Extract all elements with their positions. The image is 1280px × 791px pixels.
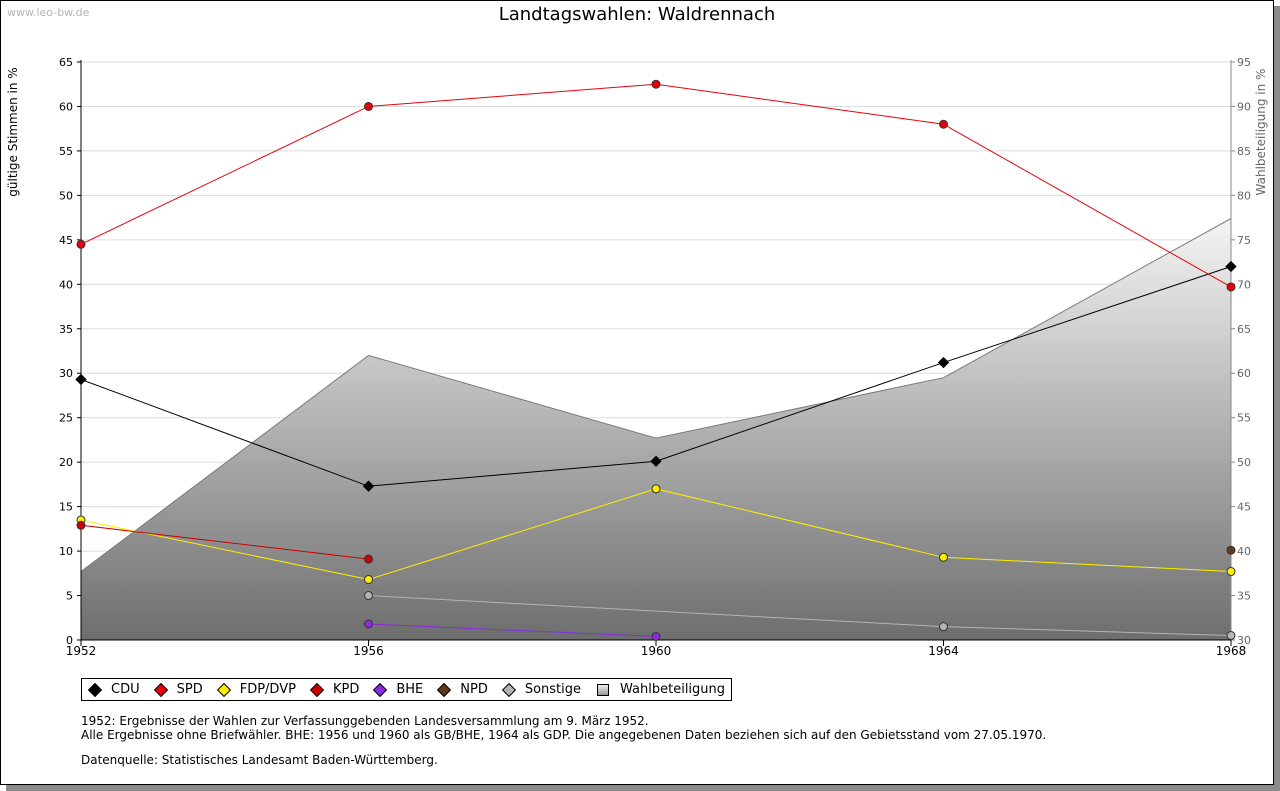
legend-label: BHE — [396, 682, 424, 697]
legend-item: BHE — [373, 682, 424, 697]
marker-spd — [76, 239, 86, 249]
line-kpd — [80, 524, 369, 560]
y-axis-label-right: Wahlbeteiligung in % — [1254, 69, 1268, 196]
marker-spd — [651, 79, 661, 89]
marker-fdpdvp — [1226, 567, 1236, 577]
y-right-tick-label: 85 — [1237, 145, 1251, 158]
y-right-tick-label: 40 — [1237, 545, 1251, 558]
y-right-tick-label: 80 — [1237, 189, 1251, 202]
y-axis-label-left: gültige Stimmen in % — [6, 67, 20, 196]
legend-marker — [309, 682, 325, 697]
y-tick-label: 65 — [59, 56, 73, 69]
line-spd — [80, 83, 1232, 288]
x-tick-label: 1964 — [928, 644, 959, 658]
legend: CDU SPD FDP/DVP KPD BHE NPD Sonstige Wahlbeteil… — [81, 678, 733, 701]
marker-fdpdvp — [651, 484, 661, 494]
y-tick-label: 0 — [66, 634, 73, 647]
legend-label: FDP/DVP — [239, 682, 296, 697]
legend-label: NPD — [460, 682, 488, 697]
y-tick-label: 60 — [59, 100, 73, 113]
marker-cdu — [650, 455, 662, 467]
watermark: www.leo-bw.de — [7, 6, 90, 19]
y-right-tick-label: 35 — [1237, 590, 1251, 603]
legend-swatch — [597, 683, 610, 696]
marker-fdpdvp — [939, 552, 948, 562]
legend-item: Sonstige — [501, 682, 582, 697]
y-right-tick-label: 65 — [1237, 323, 1251, 336]
marker-sonstige — [1226, 631, 1236, 641]
legend-label: Sonstige — [524, 682, 582, 697]
y-tick-label: 50 — [59, 189, 73, 202]
y-right-tick-label: 50 — [1237, 456, 1251, 469]
y-tick-label: 5 — [66, 590, 73, 603]
axes: 0 5 10 15 20 25 30 35 40 45 50 55 60 65 30 35 40 45 50 55 60… — [59, 56, 1251, 658]
legend-item: FDP/DVP — [216, 682, 296, 697]
marker-bhe — [651, 631, 661, 641]
legend-item: NPD — [437, 682, 488, 697]
note-line: Alle Ergebnisse ohne Briefwähler. BHE: 1… — [81, 728, 1047, 742]
legend-label: SPD — [176, 682, 203, 697]
series-markers — [75, 79, 1237, 641]
turnout-area — [80, 217, 1232, 641]
x-tick-label: 1952 — [66, 644, 97, 658]
legend-item: Wahlbeteiligung — [597, 682, 725, 697]
y-tick-label: 35 — [59, 323, 73, 336]
y-right-tick-label: 90 — [1237, 100, 1251, 113]
y-tick-label: 30 — [59, 367, 73, 380]
x-tick-label: 1956 — [353, 644, 384, 658]
y-tick-label: 55 — [59, 145, 73, 158]
y-right-tick-label: 30 — [1237, 634, 1251, 647]
x-tick-label: 1968 — [1216, 644, 1247, 658]
marker-cdu — [362, 480, 375, 492]
line-bhe — [368, 623, 657, 637]
y-right-tick-label: 75 — [1237, 234, 1251, 247]
marker-spd — [1226, 282, 1236, 292]
chart-svg: 0 5 10 15 20 25 30 35 40 45 50 55 60 65 30 35 40 45 50 55 60… — [6, 56, 1268, 658]
legend-item: CDU — [87, 682, 140, 697]
y-right-tick-label: 70 — [1237, 278, 1251, 291]
y-tick-label: 45 — [59, 234, 73, 247]
legend-marker — [153, 682, 168, 697]
legend-marker — [437, 682, 452, 697]
marker-spd — [364, 101, 373, 111]
marker-cdu — [75, 373, 87, 386]
source-note: Datenquelle: Statistisches Landesamt Bad… — [81, 753, 438, 767]
notes: 1952: Ergebnisse der Wahlen zur Verfassu… — [81, 714, 1046, 742]
marker-kpd — [76, 520, 86, 530]
y-tick-label: 25 — [59, 412, 73, 425]
x-tick-label: 1960 — [641, 644, 672, 658]
y-tick-label: 40 — [59, 278, 73, 291]
y-tick-label: 15 — [59, 501, 73, 514]
legend-marker — [501, 682, 516, 697]
marker-npd — [1226, 545, 1236, 555]
marker-bhe — [364, 619, 373, 629]
legend-label: CDU — [111, 682, 140, 697]
legend-marker — [373, 682, 388, 697]
legend-item: KPD — [309, 682, 360, 697]
note-line: 1952: Ergebnisse der Wahlen zur Verfassu… — [81, 714, 649, 728]
area-wahlbeteiligung — [80, 217, 1232, 641]
marker-sonstige — [939, 622, 948, 632]
legend-marker — [216, 682, 231, 697]
legend-item: SPD — [153, 682, 203, 697]
marker-spd — [939, 119, 948, 129]
y-tick-label: 10 — [59, 545, 73, 558]
legend-marker — [87, 682, 103, 697]
chart-title: Landtagswahlen: Waldrennach — [498, 4, 776, 25]
y-right-tick-label: 60 — [1237, 367, 1251, 380]
y-right-tick-label: 55 — [1237, 412, 1251, 425]
marker-cdu — [1225, 260, 1237, 273]
y-tick-label: 20 — [59, 456, 73, 469]
marker-sonstige — [364, 591, 373, 601]
y-right-tick-label: 45 — [1237, 501, 1251, 514]
marker-kpd — [364, 554, 373, 564]
marker-cdu — [937, 356, 950, 369]
y-right-tick-label: 95 — [1237, 56, 1251, 69]
marker-fdpdvp — [364, 575, 373, 585]
legend-label: KPD — [332, 682, 360, 697]
legend-label: Wahlbeteiligung — [620, 682, 726, 697]
